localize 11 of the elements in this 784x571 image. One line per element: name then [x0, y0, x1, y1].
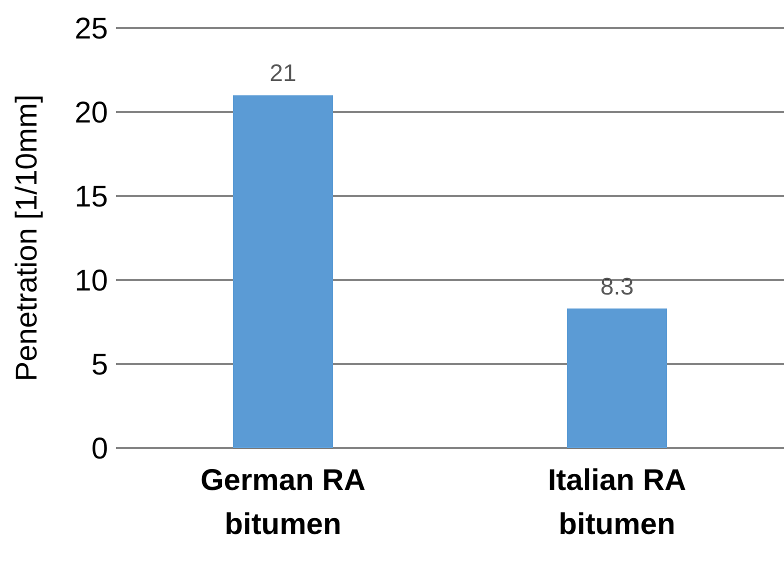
- data-label: 21: [270, 60, 296, 88]
- x-tick-label: German RA bitumen: [200, 464, 366, 541]
- x-tick-label: Italian RA bitumen: [548, 464, 686, 541]
- y-tick-label: 0: [91, 432, 108, 466]
- y-tick-label: 10: [74, 264, 108, 298]
- y-axis-title: Penetration [1/10mm]: [10, 94, 44, 382]
- y-tick-label: 25: [74, 12, 108, 46]
- y-tick-label: 15: [74, 180, 108, 214]
- y-tick-label: 20: [74, 96, 108, 130]
- data-label: 8.3: [600, 274, 634, 301]
- y-tick-label: 5: [91, 348, 108, 382]
